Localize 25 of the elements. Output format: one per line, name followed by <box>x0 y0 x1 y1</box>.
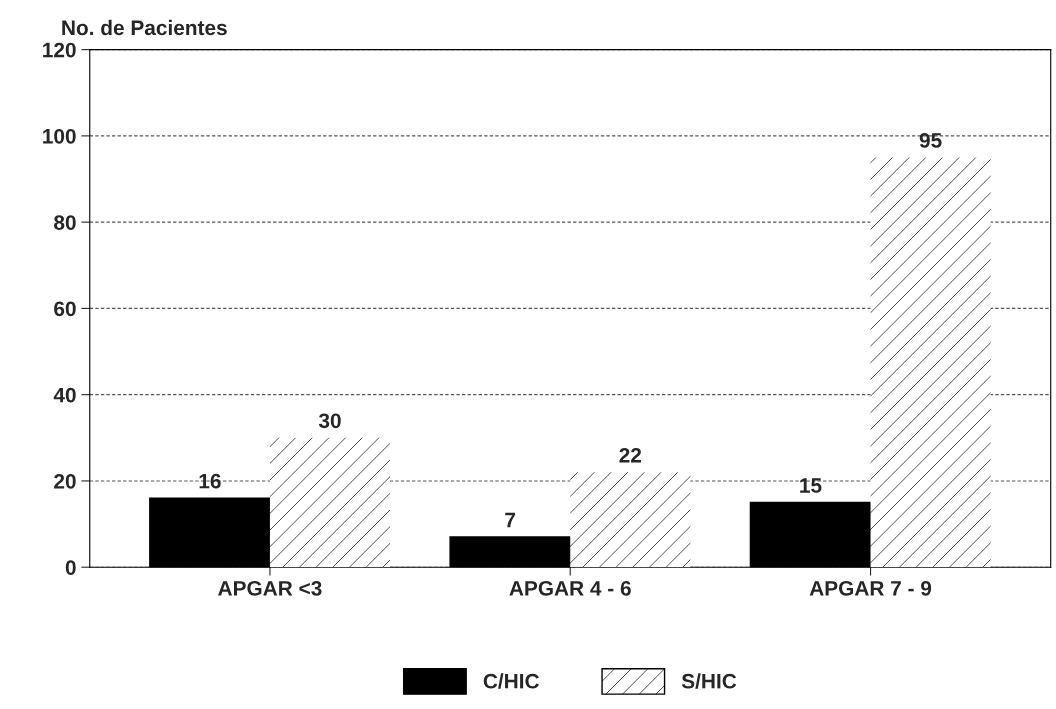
data-label: 30 <box>318 413 341 429</box>
data-label: 95 <box>919 133 942 148</box>
y-tick-label: 80 <box>54 215 76 230</box>
y-tick-label: 100 <box>43 128 76 144</box>
x-tick-label: APGAR <3 <box>218 580 322 596</box>
y-tick-label: 20 <box>54 473 76 489</box>
y-tick-label: 0 <box>65 560 76 575</box>
y-tick-label: 120 <box>43 42 76 58</box>
x-tick-label: APGAR 7 - 9 <box>809 580 932 596</box>
data-label: 22 <box>619 447 642 463</box>
bar <box>870 157 991 568</box>
data-label: 16 <box>199 473 221 489</box>
x-tick-label: APGAR 4 - 6 <box>509 580 631 596</box>
data-label: 15 <box>800 478 822 493</box>
bar <box>749 501 872 568</box>
y-tick-label: 40 <box>53 387 76 403</box>
bar <box>269 437 391 568</box>
y-tick-label: 60 <box>54 301 76 317</box>
bar <box>449 536 571 568</box>
bar <box>570 472 691 568</box>
legend-label: S/HIC <box>681 673 737 689</box>
data-label: 7 <box>505 512 516 528</box>
bar <box>149 497 271 568</box>
y-axis-title: No. de Pacientes <box>62 19 227 36</box>
legend-label: C/HIC <box>483 673 539 689</box>
